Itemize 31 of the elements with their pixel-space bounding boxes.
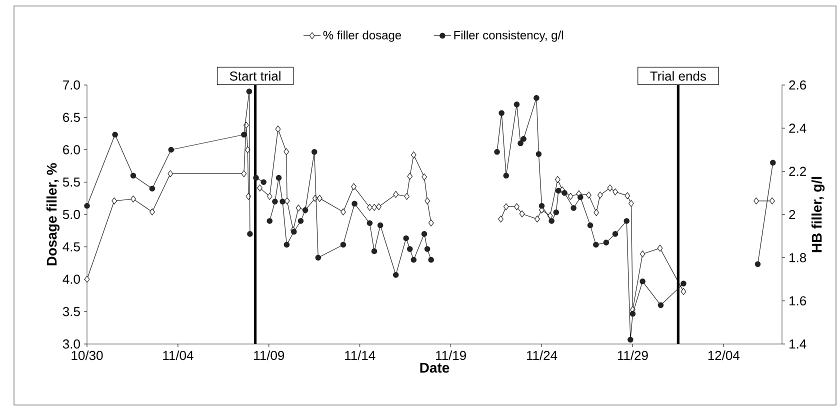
x-tick-label: 10/30 bbox=[72, 350, 103, 360]
x-axis-title: Date bbox=[420, 362, 450, 373]
x-tick-label: 11/14 bbox=[345, 350, 376, 360]
y-tick-label: 6.0 bbox=[63, 145, 80, 154]
y2-tick-label: 2.6 bbox=[789, 80, 806, 90]
x-tick-label: 11/09 bbox=[254, 350, 284, 360]
y2-tick-label: 1.4 bbox=[790, 340, 806, 348]
legend-label: Filler consistency, g/l bbox=[454, 30, 563, 42]
x-tick-label: 11/24 bbox=[526, 350, 558, 360]
y2-axis-title: HB filler, g/l bbox=[811, 176, 825, 252]
y-tick-label: 3.5 bbox=[62, 307, 80, 316]
y2-tick-label: 1.6 bbox=[790, 296, 806, 306]
y-tick-label: 4.5 bbox=[62, 242, 80, 252]
y2-tick-label: 2.4 bbox=[789, 124, 806, 133]
ref-line-label: Start trial bbox=[230, 71, 280, 81]
x-tick-label: 11/19 bbox=[436, 350, 466, 360]
y-tick-label: 5.0 bbox=[62, 210, 80, 220]
legend-label: % filler dosage bbox=[323, 30, 402, 42]
y2-tick-label: 2.2 bbox=[789, 166, 806, 176]
y2-tick-label: 1.8 bbox=[790, 253, 806, 262]
y2-tick-label: 2 bbox=[789, 210, 796, 220]
y-tick-label: 3.0 bbox=[62, 339, 80, 349]
y-axis-title: Dosage filler, % bbox=[46, 163, 60, 266]
ref-line-label: Trial ends bbox=[650, 71, 706, 81]
y-tick-label: 5.5 bbox=[62, 178, 80, 187]
y-tick-label: 4.0 bbox=[62, 274, 80, 284]
y-tick-label: 7.0 bbox=[63, 80, 80, 90]
x-tick-label: 11/04 bbox=[163, 350, 194, 360]
x-tick-label: 11/29 bbox=[618, 350, 648, 360]
x-tick-label: 12/04 bbox=[708, 350, 740, 360]
y-tick-label: 6.5 bbox=[63, 112, 80, 122]
